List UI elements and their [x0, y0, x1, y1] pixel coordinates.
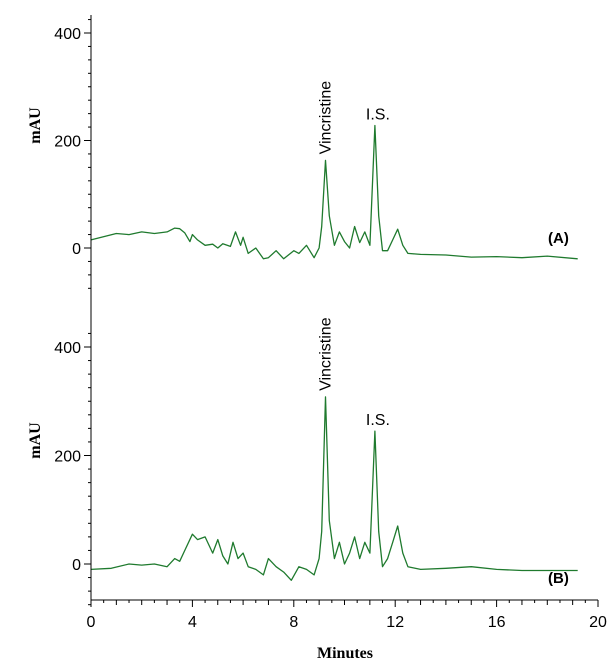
y-tick-label: 200: [54, 449, 81, 466]
panel-label: (A): [548, 230, 569, 247]
y-axis-title: mAU: [27, 422, 44, 459]
chromatogram-trace: [90, 124, 578, 260]
x-tick-label: 16: [488, 614, 506, 631]
y-tick-label: 200: [54, 134, 81, 151]
peak-label: Vincristine: [317, 317, 334, 391]
panel-b: 0 200 400 mAU Vincristine I.S. (B): [27, 317, 578, 606]
x-axis-title: Minutes: [317, 645, 373, 662]
peak-label: I.S.: [366, 412, 390, 429]
panel-label: (B): [548, 570, 569, 587]
y-tick-label: 0: [72, 241, 81, 258]
x-tick-label: 0: [87, 614, 96, 631]
peak-label: Vincristine: [317, 81, 334, 155]
y-tick-label: 400: [54, 340, 81, 357]
x-tick-label: 12: [386, 614, 404, 631]
x-axis: Minutes 0 4 8 12 16 20: [87, 15, 607, 662]
panel-a: 0 200 400 mAU Vincristine I.S. (A): [27, 19, 578, 289]
chromatogram-trace: [90, 396, 578, 581]
x-tick-label: 8: [289, 614, 298, 631]
peak-label: I.S.: [366, 106, 390, 123]
x-tick-label: 20: [589, 614, 607, 631]
y-tick-label: 0: [72, 557, 81, 574]
x-tick-label: 4: [188, 614, 197, 631]
y-axis-title: mAU: [27, 107, 44, 144]
y-tick-label: 400: [54, 26, 81, 43]
